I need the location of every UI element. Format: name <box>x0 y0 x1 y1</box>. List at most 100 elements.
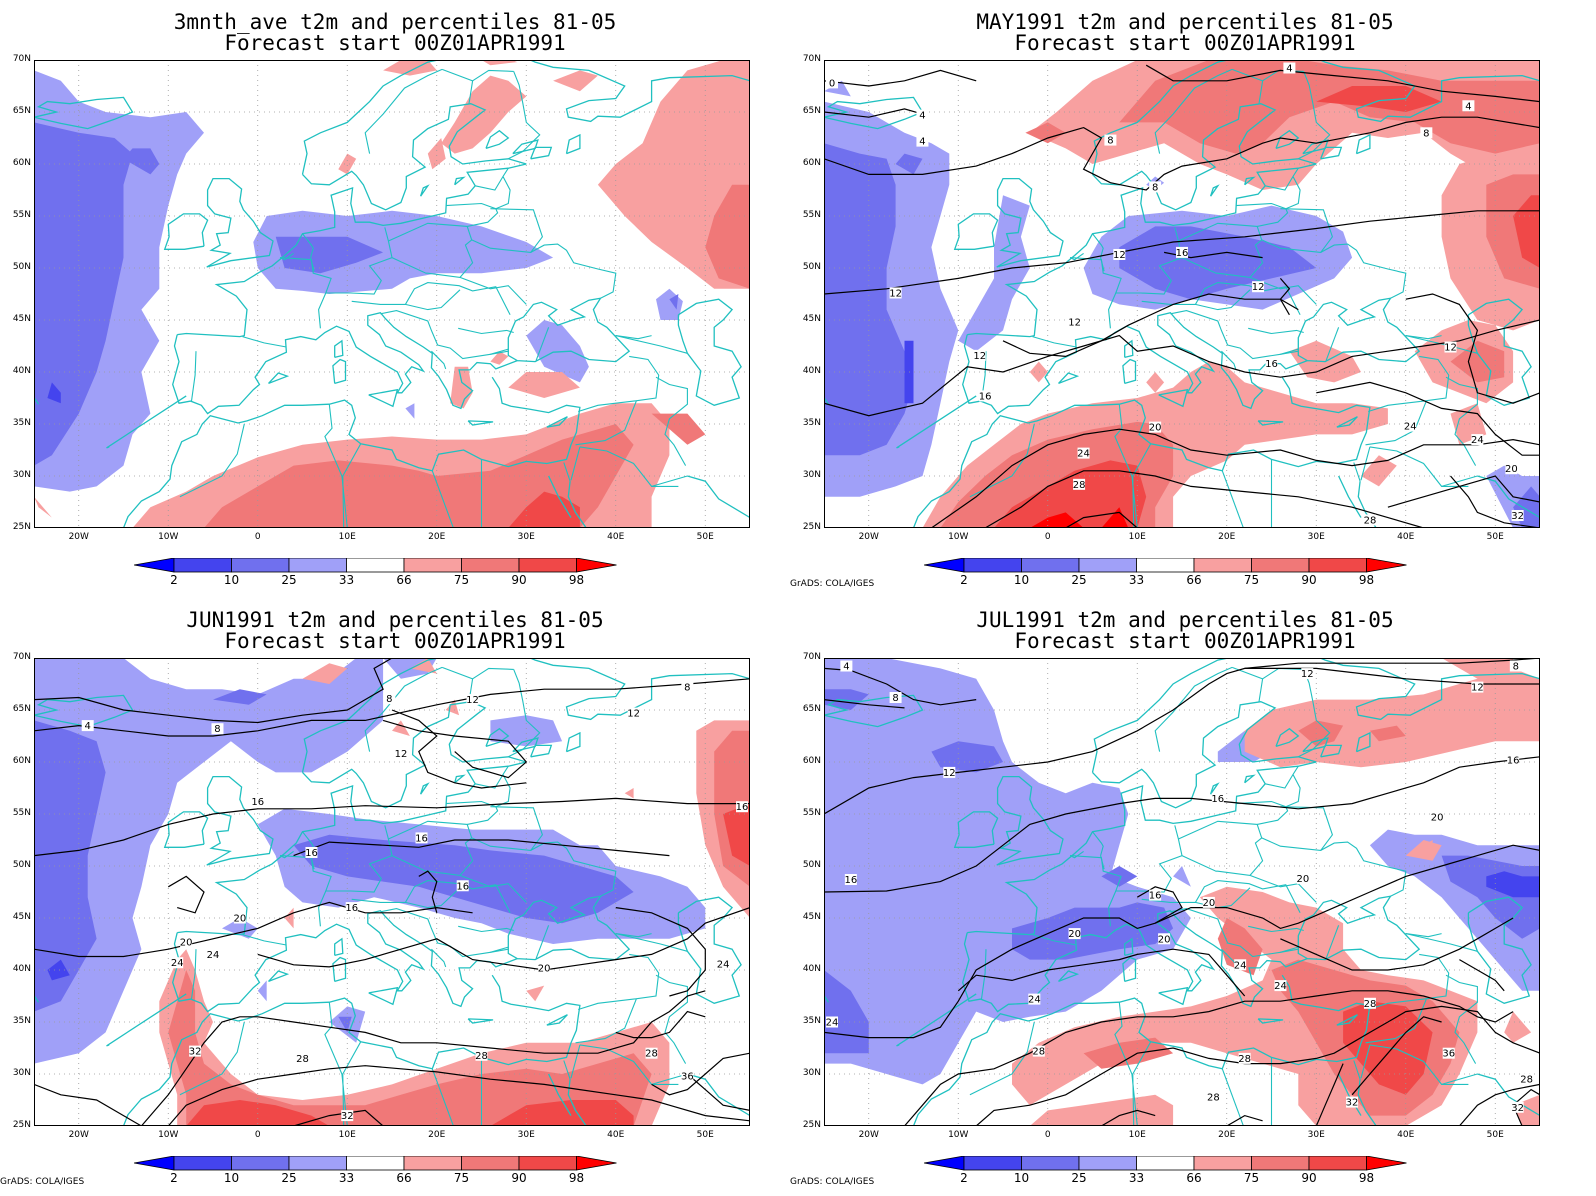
country-border <box>472 69 514 82</box>
contour-label-bg <box>916 109 929 121</box>
coastline <box>1058 970 1080 983</box>
contour-label-text: 24 <box>1471 435 1484 446</box>
longitude-label: 10W <box>158 1130 179 1140</box>
map-canvas <box>34 60 750 528</box>
contour-label-bg <box>341 1110 354 1122</box>
coastline <box>687 1073 750 1117</box>
colorbar-max-arrow <box>576 1156 617 1171</box>
contour-label: 8 <box>1420 127 1433 139</box>
country-border <box>1325 925 1340 959</box>
contour-label: 32 <box>341 1110 354 1122</box>
contour-label-bg <box>1511 1101 1524 1113</box>
country-border <box>441 68 474 104</box>
colorbar <box>134 558 617 573</box>
coastline <box>530 146 553 160</box>
country-border <box>1032 336 1077 348</box>
colorbar-segment <box>231 1156 290 1171</box>
country-border <box>1360 1044 1371 1079</box>
latitude-label: 45N <box>802 912 821 922</box>
country-border <box>508 669 541 758</box>
country-border <box>324 1002 348 1126</box>
coastline <box>34 396 40 405</box>
contour-label: 4 <box>916 109 929 122</box>
colorbar-label: 25 <box>281 1171 297 1185</box>
warm-percentile-area <box>994 460 1147 528</box>
contour-label: 12 <box>627 707 640 720</box>
isotherm <box>824 667 1540 815</box>
coastline <box>467 420 494 426</box>
country-border <box>1405 335 1442 340</box>
country-border <box>459 874 527 903</box>
country-border <box>1154 68 1233 154</box>
contour-label: 20 <box>1202 896 1215 909</box>
map-area: 4 8 8 8 12 12 12 16 16 16 16 16 16 20 20 20 24 24 24 28 28 28… <box>34 658 750 1126</box>
country-border <box>570 1044 581 1079</box>
contour-label-bg <box>1234 959 1247 971</box>
country-border <box>471 239 617 299</box>
warm-percentile-area <box>723 803 750 866</box>
country-border <box>1170 908 1299 958</box>
contour-label-bg <box>345 902 358 914</box>
contour-label-text: 24 <box>1404 422 1417 433</box>
coastline <box>565 133 581 155</box>
contour-label-text: 20 <box>1149 423 1162 434</box>
panel-title: 3mnth_ave t2m and percentiles 81-05 <box>173 10 617 34</box>
latitude-label: 45N <box>802 314 821 324</box>
contour-label-bg <box>466 694 479 706</box>
contour-label: 4 <box>1462 100 1475 112</box>
contour-label-bg <box>1113 248 1126 260</box>
isotherm <box>1512 1088 1540 1126</box>
colorbar-min-arrow <box>134 1156 175 1171</box>
colorbar-segment <box>288 1156 347 1171</box>
coastline <box>1320 146 1343 160</box>
contour-label: 16 <box>305 846 318 859</box>
colorbar-segment <box>346 558 405 573</box>
contour-label-bg <box>1404 420 1417 432</box>
coastline <box>1467 896 1532 1004</box>
contour-label: 20 <box>1158 933 1170 945</box>
colorbar-label: 75 <box>453 573 470 587</box>
longitude-label: 40E <box>607 532 625 542</box>
country-border <box>1108 890 1117 927</box>
country-border <box>190 949 197 1000</box>
map-area: 0 4 4 4 4 8 8 8 12 12 12 12 12 12 16 16 16 20 20 24 24 24 28 28… <box>824 60 1540 528</box>
contour-label-text: 20 <box>180 937 193 948</box>
contour-label-text: 28 <box>1073 480 1086 491</box>
isotherm <box>1315 1063 1344 1126</box>
contour-label-bg <box>979 390 992 402</box>
coastline <box>1124 937 1134 957</box>
longitude-label: 20E <box>1218 532 1236 542</box>
country-border <box>1100 855 1105 870</box>
contour-label-text: 28 <box>1364 999 1377 1010</box>
contour-label-text: 16 <box>251 797 264 808</box>
warm-percentile-area <box>526 985 545 1002</box>
country-border <box>1405 933 1478 952</box>
coastline <box>177 163 527 338</box>
coastline <box>565 731 581 753</box>
isotherm <box>615 907 706 997</box>
latitude-label: 35N <box>802 1016 821 1026</box>
contour-label: 12 <box>1301 668 1314 680</box>
warm-percentile-area <box>490 351 509 365</box>
isotherm <box>1226 1114 1263 1126</box>
colorbar-segment <box>461 1156 520 1171</box>
contour-label-bg <box>1520 1073 1533 1085</box>
contour-label-text: 8 <box>892 693 898 704</box>
colorbar-label: 98 <box>1358 1171 1375 1185</box>
cold-percentile-area <box>490 715 563 747</box>
coastline <box>546 416 568 428</box>
colorbar-segment <box>1251 558 1310 573</box>
country-border <box>570 446 581 481</box>
contour-label: 16 <box>1507 754 1520 766</box>
contour-label-bg <box>1149 181 1162 193</box>
map-panel-p4: JUL1991 t2m and percentiles 81-05 Forecas… <box>790 598 1580 1196</box>
contour-label-bg <box>1420 127 1433 139</box>
country-border <box>1154 666 1233 752</box>
grads-credit: GrADS: COLA/IGES <box>790 1177 875 1187</box>
contour-label: 24 <box>1234 959 1247 971</box>
country-border <box>1365 400 1427 446</box>
contour-label: 24 <box>1077 447 1090 460</box>
warm-percentile-area <box>1029 512 1084 528</box>
coastline <box>996 775 1064 866</box>
contour-label-text: 20 <box>538 963 551 974</box>
